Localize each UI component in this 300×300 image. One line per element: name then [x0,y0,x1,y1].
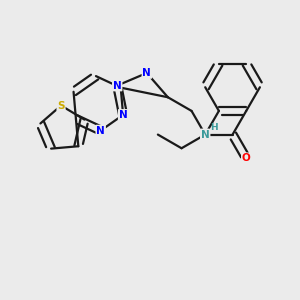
Text: O: O [242,153,250,163]
Text: S: S [202,130,209,140]
Text: N: N [142,68,151,78]
Text: S: S [57,100,65,110]
Text: N: N [119,110,128,120]
Text: N: N [96,126,105,136]
Text: N: N [113,81,122,91]
Text: H: H [210,123,218,132]
Text: N: N [201,130,210,140]
